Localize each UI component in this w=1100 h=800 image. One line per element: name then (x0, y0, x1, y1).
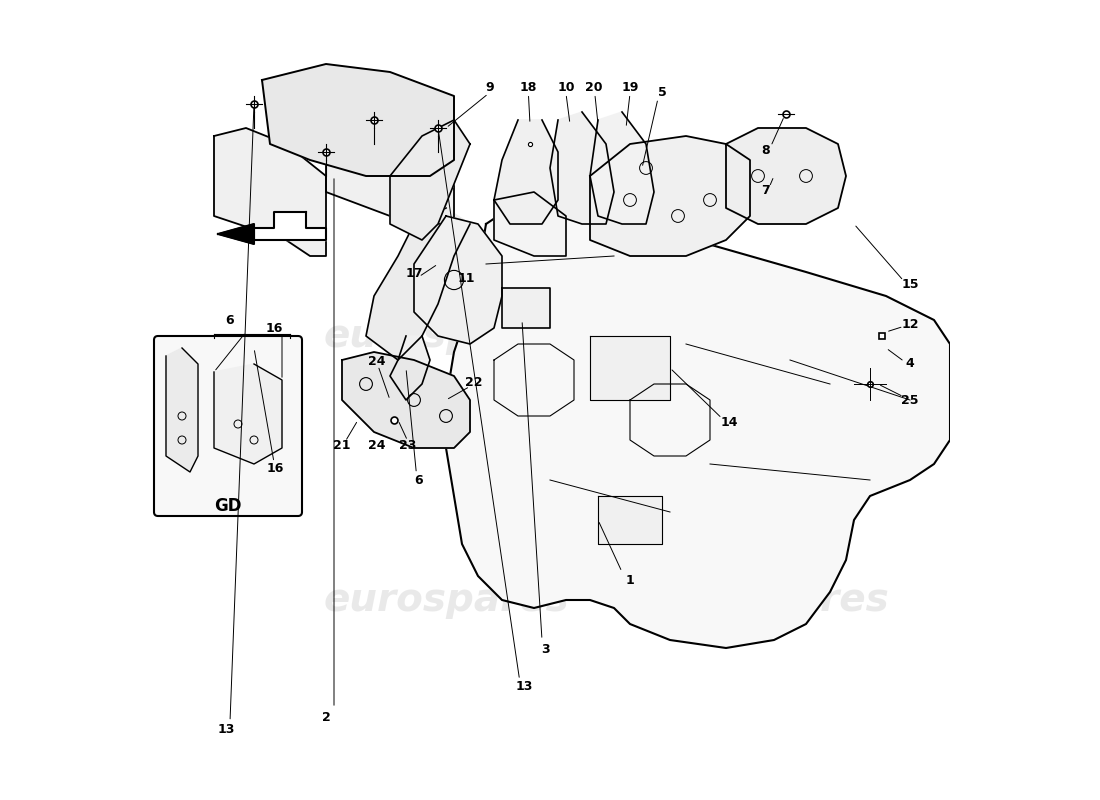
Text: 16: 16 (265, 322, 283, 334)
Text: eurospares: eurospares (587, 317, 833, 355)
Polygon shape (494, 192, 566, 256)
FancyBboxPatch shape (154, 336, 302, 516)
Text: 25: 25 (901, 394, 918, 406)
Text: 17: 17 (405, 267, 422, 280)
Polygon shape (446, 192, 950, 648)
Text: 8: 8 (761, 144, 770, 157)
Text: 7: 7 (761, 184, 770, 197)
Text: 2: 2 (321, 711, 330, 724)
Text: 9: 9 (486, 81, 494, 94)
Polygon shape (326, 96, 454, 224)
Polygon shape (598, 496, 662, 544)
Polygon shape (390, 120, 470, 240)
Text: eurospares: eurospares (323, 317, 569, 355)
Polygon shape (218, 224, 254, 244)
Text: 11: 11 (458, 272, 475, 285)
Text: 10: 10 (558, 81, 574, 94)
Text: 13: 13 (516, 680, 534, 693)
Text: 15: 15 (901, 278, 918, 290)
Text: 4: 4 (905, 358, 914, 370)
Text: 24: 24 (367, 439, 385, 452)
Polygon shape (494, 120, 558, 224)
Text: 14: 14 (720, 416, 738, 429)
Text: eurospares: eurospares (323, 581, 569, 619)
Text: 12: 12 (901, 318, 918, 330)
Text: GD: GD (214, 497, 242, 514)
Polygon shape (214, 364, 282, 464)
Polygon shape (166, 348, 198, 472)
Text: 23: 23 (399, 439, 416, 452)
Text: 16: 16 (267, 462, 284, 475)
Text: 3: 3 (541, 643, 550, 656)
Polygon shape (366, 208, 470, 360)
Polygon shape (414, 216, 502, 344)
Polygon shape (262, 64, 454, 176)
Text: 13: 13 (218, 723, 234, 736)
Polygon shape (550, 112, 614, 224)
Text: 19: 19 (621, 81, 639, 94)
Text: 20: 20 (585, 81, 603, 94)
Text: 24: 24 (367, 355, 385, 368)
Polygon shape (390, 336, 430, 400)
Text: 21: 21 (333, 439, 351, 452)
Text: 5: 5 (658, 86, 667, 99)
Polygon shape (214, 128, 326, 256)
Text: eurospares: eurospares (644, 581, 889, 619)
Text: 6: 6 (415, 474, 424, 486)
Text: 22: 22 (465, 376, 483, 389)
Polygon shape (590, 336, 670, 400)
Polygon shape (254, 212, 326, 240)
Polygon shape (726, 128, 846, 224)
Polygon shape (590, 112, 654, 224)
Polygon shape (590, 136, 750, 256)
Polygon shape (342, 352, 470, 448)
Text: 18: 18 (519, 81, 537, 94)
Polygon shape (502, 288, 550, 328)
Text: 1: 1 (626, 574, 635, 586)
Text: 6: 6 (226, 314, 234, 326)
